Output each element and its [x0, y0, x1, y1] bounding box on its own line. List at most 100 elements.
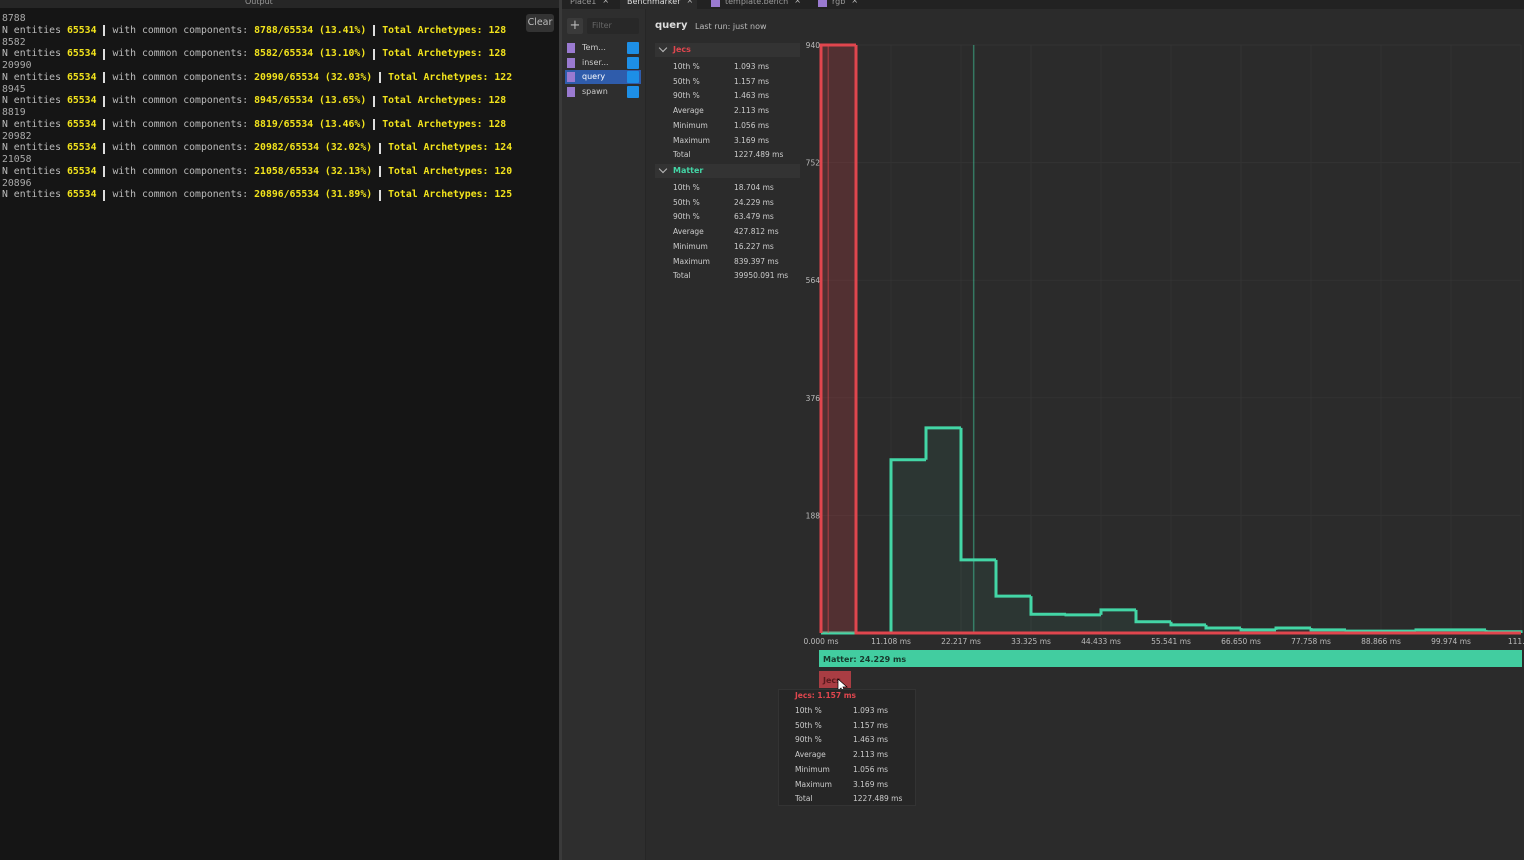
entities-value: 65534 — [66, 95, 97, 107]
run-button[interactable] — [627, 86, 639, 99]
common-value: 8582/65534 (13.10%) — [254, 48, 367, 60]
tooltip-label: 10th % — [795, 706, 822, 715]
run-button[interactable] — [627, 42, 639, 54]
stat-value: 3.169 ms — [734, 135, 770, 145]
tab[interactable]: Place1 — [570, 0, 597, 6]
item-icon — [567, 72, 575, 83]
archetypes-label: Total Archetypes: — [388, 165, 489, 177]
archetypes-value: 125 — [494, 189, 513, 201]
tab[interactable]: rgb — [832, 0, 846, 6]
tab-close: × — [602, 0, 610, 5]
stat-label: Total — [673, 150, 691, 160]
separator — [103, 95, 106, 107]
tooltip — [778, 689, 916, 806]
tooltip-value: 1.157 ms — [853, 720, 889, 730]
histogram-bar — [961, 559, 997, 633]
histogram-step — [1099, 608, 1136, 615]
tab[interactable]: Benchmarker — [627, 0, 681, 6]
filter-input[interactable]: Filter — [587, 18, 639, 34]
histogram-bar — [1450, 629, 1487, 633]
benchmark-item[interactable]: Tem... — [582, 43, 606, 52]
legend-label: Jecs — [822, 676, 841, 685]
run-button[interactable] — [627, 56, 639, 69]
archetypes-label: Total Archetypes: — [382, 24, 483, 36]
entities-value: 65534 — [66, 71, 97, 83]
histogram-bar — [1276, 627, 1311, 633]
bench-title: query — [655, 20, 688, 31]
entities-label: N entities — [2, 165, 61, 177]
benchmark-item[interactable]: spawn — [582, 87, 608, 97]
archetypes-value: 128 — [488, 95, 507, 107]
histogram-step — [819, 43, 856, 633]
x-tick-label: 11.108 ms — [871, 637, 911, 646]
output-line: N entities 65534 with common components: 20… — [2, 142, 512, 154]
archetypes-value: 128 — [488, 48, 507, 60]
separator — [103, 189, 106, 201]
last-run: Last run: just now — [695, 22, 767, 31]
tab[interactable]: template.bench — [725, 0, 789, 6]
output-count: 8945 — [2, 83, 26, 95]
output-line: N entities 65534 with common components: 89… — [2, 95, 506, 107]
histogram-bar — [1310, 629, 1346, 633]
output-title: Output — [245, 0, 273, 6]
output-count: 8819 — [2, 107, 26, 118]
entities-value: 65534 — [66, 48, 97, 60]
tooltip-value: 1.093 ms — [853, 706, 889, 715]
tab-bar — [562, 0, 1524, 9]
x-tick-label: 44.433 ms — [1081, 637, 1121, 646]
stat-value: 1.056 ms — [734, 120, 770, 130]
separator — [373, 25, 376, 37]
stat-label: Maximum — [673, 256, 710, 266]
common-value: 8945/65534 (13.65%) — [254, 95, 367, 107]
clear-button[interactable]: Clear — [526, 14, 554, 32]
separator — [103, 142, 106, 154]
item-icon — [567, 87, 575, 98]
y-tick-label: 940 — [806, 41, 821, 50]
stats-title: Jecs — [673, 45, 691, 54]
sidebar — [562, 9, 646, 860]
entities-label: N entities — [2, 71, 61, 83]
tab-close: × — [794, 0, 801, 5]
benchmark-item[interactable]: query — [582, 72, 606, 82]
histogram-step — [1029, 596, 1066, 616]
separator — [373, 119, 376, 131]
stat-label: 90th % — [673, 212, 700, 222]
histogram-step — [1064, 613, 1101, 617]
y-tick-label: 564 — [806, 276, 821, 285]
x-tick-label: 55.541 ms — [1151, 637, 1191, 646]
stat-value: 16.227 ms — [734, 241, 774, 251]
splitter — [559, 0, 562, 860]
archetypes-label: Total Archetypes: — [382, 95, 483, 107]
common-value: 21058/65534 (32.13%) — [254, 165, 373, 177]
y-tick-label: 752 — [806, 159, 821, 168]
x-tick-label: 22.217 ms — [941, 637, 981, 646]
common-value: 8788/65534 (13.41%) — [254, 24, 367, 36]
output-line: N entities 65534 with common components: 88… — [2, 119, 506, 131]
stat-value: 24.229 ms — [734, 197, 774, 207]
benchmark-item[interactable]: inser... — [582, 57, 609, 67]
add-button[interactable]: + — [567, 18, 583, 34]
separator — [379, 189, 382, 201]
entities-label: N entities — [2, 142, 61, 154]
run-button[interactable] — [627, 71, 639, 84]
stat-label: Maximum — [673, 135, 710, 145]
tooltip-value: 1227.489 ms — [853, 794, 903, 804]
x-tick-label: 33.325 ms — [1011, 637, 1051, 646]
histogram-step — [1309, 627, 1346, 632]
common-label: with common components: — [112, 165, 249, 177]
histogram-step — [1274, 626, 1311, 630]
archetypes-value: 124 — [494, 142, 513, 154]
histogram-step — [854, 45, 891, 635]
archetypes-label: Total Archetypes: — [388, 71, 489, 83]
entities-label: N entities — [2, 95, 61, 107]
stats-header — [655, 164, 800, 178]
separator — [103, 119, 106, 131]
histogram-step — [1344, 629, 1381, 633]
stat-label: 50th % — [673, 76, 700, 86]
output-count: 8788 — [2, 13, 26, 24]
common-value: 20982/65534 (32.02%) — [254, 142, 373, 154]
x-tick-label: 0.000 ms — [803, 637, 838, 646]
output-count: 21058 — [2, 154, 32, 165]
